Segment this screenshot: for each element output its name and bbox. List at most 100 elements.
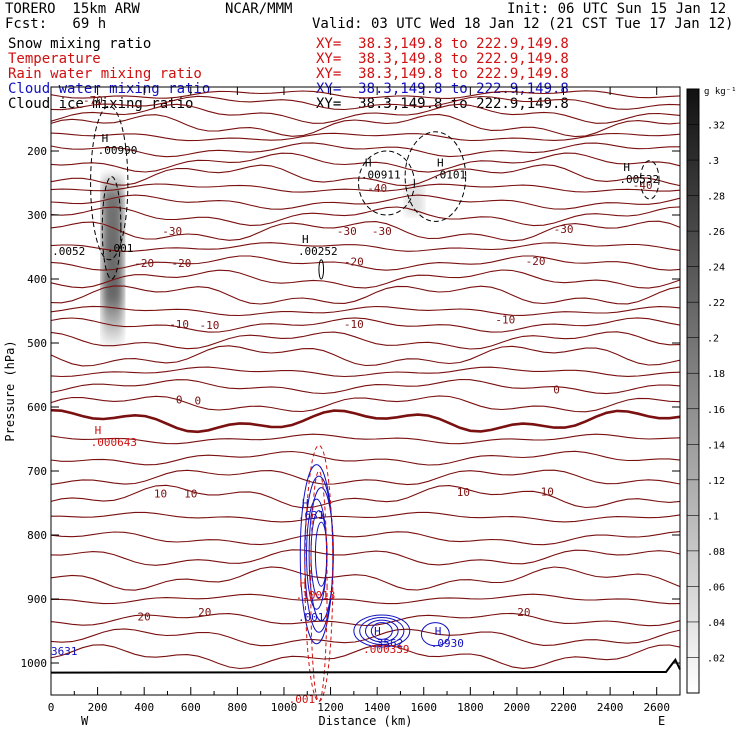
extremum-high-label: H <box>365 156 372 169</box>
colorbar-tick-label: .16 <box>707 405 725 416</box>
west-end-label: W <box>81 714 89 728</box>
extremum-value-label: 3631 <box>51 645 78 658</box>
temperature-contour <box>50 95 681 111</box>
cloud-ice-contour <box>90 105 129 261</box>
temperature-label: -30 <box>337 225 357 238</box>
cloud-ice-contour <box>101 176 122 280</box>
rain-water-contour <box>310 470 328 702</box>
y-tick-label: 500 <box>27 337 47 350</box>
x-tick-label: 200 <box>88 701 108 714</box>
x-tick-label: 2200 <box>550 701 577 714</box>
x-tick-label: 2400 <box>597 701 624 714</box>
freezing-level-contour <box>50 408 681 434</box>
extremum-high-label: H <box>435 625 442 638</box>
cloud-water-contour <box>359 617 405 645</box>
extremum-high-label: H <box>102 132 109 145</box>
temperature-contour <box>50 132 681 142</box>
temperature-label: -40 <box>633 179 653 192</box>
temperature-label: 10 <box>154 487 167 500</box>
colorbar-tick-label: .02 <box>707 653 725 664</box>
temperature-label: 10 <box>541 485 554 498</box>
colorbar-tick-label: .28 <box>707 192 725 203</box>
extremum-value-label: .001 <box>107 242 133 255</box>
field-xy-cloud-water: XY= 38.3,149.8 to 222.9,149.8 <box>316 81 569 97</box>
temperature-contour <box>50 206 681 227</box>
temperature-label: -70 <box>83 94 103 107</box>
temperature-label: 10 <box>457 486 470 499</box>
temperature-contour <box>50 142 680 158</box>
temperature-contour <box>50 317 681 333</box>
colorbar-tick-label: .12 <box>707 476 725 487</box>
x-axis-label: Distance (km) <box>319 714 413 728</box>
colorbar-tick-label: .14 <box>707 440 725 451</box>
field-xy-rain: XY= 38.3,149.8 to 222.9,149.8 <box>316 66 569 82</box>
temperature-label: -30 <box>372 225 392 238</box>
colorbar-tick-label: .08 <box>707 547 725 558</box>
temperature-contour <box>50 285 681 305</box>
temperature-contour <box>50 366 681 378</box>
extremum-value-label: .0930 <box>431 637 464 650</box>
cloud-ice-contour <box>358 150 415 216</box>
extremum-value-label: .0052 <box>52 245 85 258</box>
temperature-contour <box>51 593 681 605</box>
y-tick-label: 300 <box>27 209 47 222</box>
temperature-label: -40 <box>367 182 387 195</box>
colorbar-tick-label: .1 <box>707 511 719 522</box>
temperature-contour <box>50 90 681 99</box>
colorbar-tick-label: .22 <box>707 298 725 309</box>
temperature-contour <box>50 484 681 509</box>
temperature-contour <box>50 566 681 591</box>
temperature-label: 20 <box>517 606 530 619</box>
colorbar-tick-label: .04 <box>707 618 725 629</box>
cloud-ice-contour <box>404 131 467 222</box>
x-tick-label: 0 <box>48 701 55 714</box>
temperature-contour <box>50 255 681 271</box>
temperature-contour <box>50 269 681 289</box>
temperature-label: -20 <box>172 257 192 270</box>
temperature-contour <box>50 194 681 210</box>
x-tick-label: 600 <box>181 701 201 714</box>
temperature-label: 20 <box>138 610 151 623</box>
extremum-value-label: .00911 <box>361 168 401 181</box>
extremum-value-label: .00252 <box>298 245 338 258</box>
extremum-value-label: .631 <box>298 509 325 522</box>
extremum-high-label: H <box>302 233 309 246</box>
temperature-label: -10 <box>169 318 189 331</box>
colorbar-tick-label: .24 <box>707 263 725 274</box>
model-title: TORERO 15km ARW <box>5 1 140 17</box>
colorbar-unit-label: g kg⁻¹ <box>704 87 737 97</box>
field-xy-snow: XY= 38.3,149.8 to 222.9,149.8 <box>316 36 569 52</box>
plot-frame <box>50 86 681 696</box>
organization-title: NCAR/MMM <box>225 1 293 17</box>
forecast-hour: Fcst: 69 h <box>5 16 107 32</box>
temperature-contour <box>50 242 681 252</box>
x-tick-label: 1000 <box>271 701 298 714</box>
y-axis-label: Pressure (hPa) <box>3 340 17 441</box>
field-name-rain: Rain water mixing ratio <box>8 66 202 82</box>
temperature-contour <box>50 113 681 138</box>
temperature-contour <box>50 103 681 124</box>
x-tick-label: 1600 <box>410 701 437 714</box>
cloud-water-contour <box>353 614 411 648</box>
temperature-contour <box>50 549 681 566</box>
y-tick-label: 700 <box>27 465 47 478</box>
temperature-label: -10 <box>199 319 219 332</box>
field-name-temperature: Temperature <box>8 51 101 67</box>
colorbar-tick-label: .32 <box>707 121 725 132</box>
y-tick-label: 200 <box>27 145 47 158</box>
x-tick-label: 2000 <box>504 701 531 714</box>
extremum-value-label: .00532 <box>619 173 659 186</box>
temperature-label: -10 <box>344 318 364 331</box>
colorbar-tick-label: .18 <box>707 369 725 380</box>
temperature-contour <box>50 378 681 395</box>
snow-shading <box>405 183 424 215</box>
temperature-contour <box>50 450 681 466</box>
temperature-contour <box>50 305 681 317</box>
y-tick-label: 800 <box>27 529 47 542</box>
temperature-label: 20 <box>198 606 211 619</box>
extremum-high-label: H <box>95 424 102 437</box>
cloud-water-contour <box>308 487 334 622</box>
temperature-contour <box>50 183 681 193</box>
extremum-high-label: H <box>623 161 630 174</box>
